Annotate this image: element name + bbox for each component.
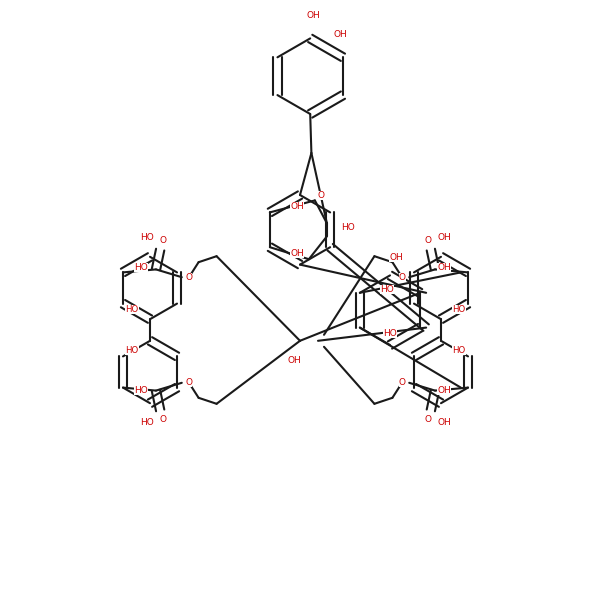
Text: OH: OH <box>437 418 451 427</box>
Text: O: O <box>424 236 431 245</box>
Text: HO: HO <box>134 263 148 272</box>
Text: OH: OH <box>437 386 451 395</box>
Text: OH: OH <box>287 356 301 365</box>
Text: O: O <box>398 379 406 388</box>
Text: O: O <box>160 415 167 424</box>
Text: HO: HO <box>383 329 397 338</box>
Text: HO: HO <box>125 346 139 355</box>
Text: OH: OH <box>290 249 304 258</box>
Text: OH: OH <box>437 263 451 272</box>
Text: O: O <box>317 191 325 200</box>
Text: HO: HO <box>380 286 394 294</box>
Text: HO: HO <box>125 305 139 314</box>
Text: HO: HO <box>341 223 355 232</box>
Text: HO: HO <box>134 386 148 395</box>
Text: O: O <box>185 379 193 388</box>
Text: HO: HO <box>452 346 466 355</box>
Text: O: O <box>185 272 193 281</box>
Text: HO: HO <box>140 233 154 242</box>
Text: O: O <box>424 415 431 424</box>
Text: OH: OH <box>437 233 451 242</box>
Text: OH: OH <box>307 11 320 20</box>
Text: OH: OH <box>333 30 347 39</box>
Text: OH: OH <box>389 253 403 262</box>
Text: HO: HO <box>452 305 466 314</box>
Text: O: O <box>398 272 406 281</box>
Text: OH: OH <box>290 202 304 211</box>
Text: HO: HO <box>140 418 154 427</box>
Text: O: O <box>160 236 167 245</box>
